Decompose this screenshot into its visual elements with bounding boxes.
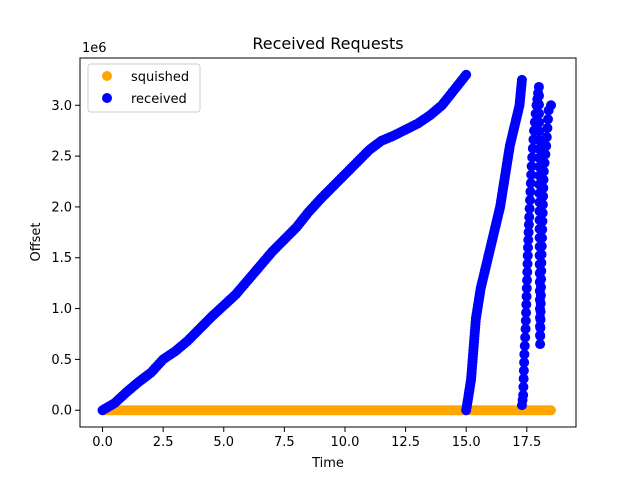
x-tick-label: 2.5 [153, 435, 174, 450]
received-point [546, 100, 557, 111]
received-point [536, 241, 547, 252]
series-received [97, 69, 557, 416]
received-point [519, 357, 530, 368]
legend-label-squished: squished [131, 70, 189, 85]
received-point [525, 178, 536, 189]
received-point [536, 274, 547, 285]
received-point [525, 195, 536, 206]
received-point [520, 332, 531, 343]
received-point [523, 219, 534, 230]
received-point [519, 340, 530, 351]
received-point [518, 381, 529, 392]
legend: squished received [87, 63, 201, 113]
y-axis-scale-label: 1e6 [82, 41, 107, 56]
received-point [519, 349, 530, 360]
received-point [538, 166, 549, 177]
received-point [537, 207, 548, 218]
x-tick-label: 10.0 [330, 435, 359, 450]
received-point [534, 135, 545, 146]
x-tick-label: 5.0 [213, 435, 234, 450]
y-tick-label: 0.5 [51, 353, 72, 368]
x-tick-label: 12.5 [391, 435, 420, 450]
received-point [520, 315, 531, 326]
received-point [534, 108, 545, 119]
y-tick-label: 3.0 [51, 99, 72, 114]
received-point [536, 232, 547, 243]
received-point [525, 186, 536, 197]
x-tick-label: 7.5 [274, 435, 295, 450]
received-point [534, 117, 545, 128]
y-axis: 0.0 0.5 1.0 1.5 2.0 2.5 3.0 [51, 99, 80, 419]
chart-title: Received Requests [252, 34, 403, 53]
y-tick-label: 2.5 [51, 150, 72, 165]
y-tick-label: 1.0 [51, 302, 72, 317]
received-point [523, 227, 534, 238]
received-point [535, 282, 546, 293]
received-point [518, 365, 529, 376]
received-point [535, 298, 546, 309]
received-point [520, 323, 531, 334]
received-point [535, 290, 546, 301]
squished-point [545, 405, 556, 416]
received-point [536, 257, 547, 268]
x-axis: 0.0 2.5 5.0 7.5 10.0 12.5 15.0 17.5 [92, 427, 541, 450]
received-point [540, 149, 551, 160]
received-point [523, 234, 534, 245]
received-point [536, 265, 547, 276]
received-point [526, 169, 537, 180]
received-point [535, 306, 546, 317]
legend-label-received: received [131, 92, 187, 107]
legend-box [87, 63, 201, 113]
received-point [522, 266, 533, 277]
received-point [524, 212, 535, 223]
received-point [538, 182, 549, 193]
received-point [541, 140, 552, 151]
received-point [535, 331, 546, 342]
received-point [524, 203, 535, 214]
received-point [522, 275, 533, 286]
received-point [518, 389, 529, 400]
received-point [521, 299, 532, 310]
received-point [516, 74, 527, 85]
y-tick-label: 1.5 [51, 251, 72, 266]
received-point [536, 249, 547, 260]
received-point [537, 199, 548, 210]
received-point [535, 339, 546, 350]
received-point [523, 242, 533, 253]
y-tick-label: 2.0 [51, 200, 72, 215]
received-point [538, 174, 549, 185]
legend-marker-squished [102, 71, 112, 81]
received-point [535, 314, 546, 325]
received-point [522, 258, 533, 269]
received-point [534, 126, 545, 137]
received-point [543, 114, 553, 125]
legend-marker-received [102, 93, 112, 103]
received-point [521, 291, 532, 302]
plot-area-frame [79, 57, 577, 428]
received-point [461, 69, 472, 80]
received-point [539, 157, 550, 168]
received-point [533, 99, 544, 110]
received-point [521, 307, 532, 318]
x-tick-label: 15.0 [452, 435, 481, 450]
received-point [526, 161, 537, 172]
received-point [538, 191, 549, 202]
received-point [522, 250, 533, 261]
received-point [541, 132, 552, 143]
x-axis-label: Time [311, 456, 344, 471]
y-axis-label: Offset [29, 222, 44, 261]
received-point [537, 216, 548, 227]
received-point [542, 123, 553, 134]
received-point [533, 81, 544, 92]
received-point [533, 90, 544, 101]
series-squished [99, 405, 556, 416]
received-point [521, 283, 532, 294]
y-tick-label: 0.0 [51, 404, 72, 419]
x-tick-label: 17.5 [512, 435, 541, 450]
received-point [535, 322, 546, 333]
x-tick-label: 0.0 [92, 435, 113, 450]
received-point [537, 224, 548, 235]
received-point [518, 373, 529, 384]
